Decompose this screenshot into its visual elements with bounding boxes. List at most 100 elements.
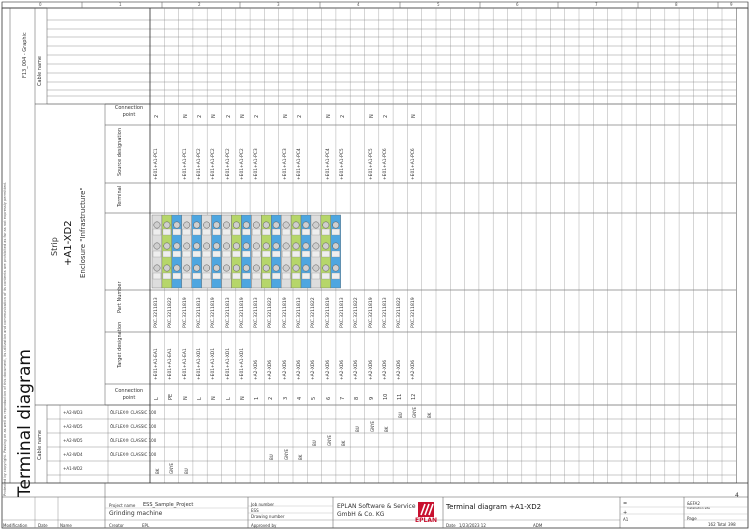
terminal-part-number: PXC.3211822 — [397, 297, 403, 328]
terminal-cp-bottom: 10 — [382, 393, 389, 400]
terminal-cp-bottom: 7 — [339, 396, 346, 400]
terminal-part-number: PXC.3211813 — [339, 297, 345, 328]
cable-core-mark: GNYE — [326, 434, 332, 446]
target-designation-label: Target designation — [117, 321, 123, 368]
cable-name: +A2-WD5 — [63, 438, 83, 443]
terminal-cp-top: 2 — [254, 114, 261, 118]
terminal-part-number: PXC.3211819 — [239, 297, 245, 328]
cable-name-bottom-label: Cable name — [37, 430, 43, 460]
terminal-cp-top: N — [325, 114, 332, 118]
terminal-target: +E01+A1-XD1 — [196, 347, 202, 380]
cable-core-mark: BK — [155, 468, 160, 474]
strip-name: +A1-XD2 — [63, 220, 74, 266]
terminal-cp-top: N — [182, 114, 189, 118]
logo-text: EPLAN — [415, 517, 437, 524]
terminal-cp-bottom: L — [196, 397, 203, 400]
terminal-target: +A2-XD6 — [397, 359, 403, 380]
sheet-title: Terminal diagram +A1-XD2 — [446, 503, 542, 511]
terminal-source: +E01+A1-PC6 — [411, 148, 417, 180]
modification-label: Modification — [3, 523, 28, 528]
ruler-number: 6 — [516, 2, 519, 7]
terminal-cp-bottom: 8 — [354, 396, 361, 400]
job-number: ESS — [251, 508, 259, 513]
approved-label: Approved by — [251, 523, 277, 528]
terminal-source: +E01+A1-PC5 — [339, 148, 345, 180]
terminal-cp-bottom: 4 — [297, 396, 303, 400]
page-title: Terminal diagram — [15, 349, 35, 497]
ruler-number: 8 — [675, 2, 678, 7]
terminal-part-number: PXC.3211822 — [311, 297, 317, 328]
terminal-target: +A2-XD6 — [339, 359, 345, 380]
page-label: Page — [687, 516, 697, 521]
ruler-number: 1 — [119, 2, 122, 7]
terminal-cp-bottom: N — [239, 396, 246, 400]
cable-core-mark: BU — [398, 412, 404, 418]
terminal-part-number: PXC.3211813 — [154, 297, 159, 328]
terminal-part-number: PXC.3211813 — [297, 297, 302, 328]
cable-type: ÖLFLEX® CLASSIC 100 — [110, 452, 157, 457]
job-number-label: Job number — [251, 502, 275, 507]
terminal-source: +E01+A1-PC3 — [282, 148, 288, 180]
terminal-cp-bottom: 5 — [311, 396, 318, 400]
terminal-source: +E01+A1-PC4 — [297, 148, 302, 180]
ruler-number: 5 — [437, 2, 440, 7]
terminal-part-number: PXC.3211819 — [325, 297, 331, 328]
terminal-target: +A2-XD6 — [382, 359, 388, 380]
ruler-number: 9 — [730, 2, 733, 7]
strip-enclosure: Enclosure "Infrastructure" — [79, 187, 87, 278]
cable-name: +A1-WD2 — [63, 466, 83, 471]
terminal-target: +A2-XD6 — [254, 359, 260, 380]
terminal-source: +E01+A1-PC2 — [225, 148, 231, 180]
ruler-number: 7 — [595, 2, 598, 7]
terminal-cp-bottom: 3 — [282, 396, 289, 400]
project-name: ESS_Sample_Project — [143, 502, 194, 508]
cable-core-mark: BK — [426, 412, 432, 418]
ref-equals: = — [623, 501, 628, 507]
terminal-cp-bottom: L — [154, 397, 160, 400]
terminal-label: Terminal — [117, 185, 123, 207]
source-designation-label: Source designation — [117, 128, 123, 176]
creator-label: Creator — [109, 523, 124, 528]
cable-name-top-label: Cable name — [37, 56, 43, 86]
terminal-cp-top: N — [239, 114, 246, 118]
terminal-cp-bottom: 6 — [325, 396, 332, 400]
terminal-part-number: PXC.3211819 — [282, 297, 288, 328]
terminal-part-number: PXC.3211819 — [411, 297, 417, 328]
terminal-part-number: PXC.3211822 — [268, 297, 274, 328]
terminal-cp-bottom: L — [225, 397, 232, 400]
terminal-cp-bottom: 1 — [254, 396, 261, 400]
cable-core-mark: BK — [340, 440, 346, 446]
terminal-target: +A2-XD6 — [325, 359, 331, 380]
terminal-cp-top: 2 — [196, 114, 203, 118]
terminal-cp-top: 2 — [297, 114, 303, 118]
date2-label: Date — [446, 523, 456, 528]
cable-core-mark: GNYE — [412, 406, 418, 418]
ruler-number: 0 — [39, 2, 42, 7]
terminal-cp-top: N — [211, 114, 218, 118]
terminal-cp-bottom: 12 — [411, 393, 418, 400]
company-name: EPLAN Software & Service — [337, 503, 416, 510]
terminal-source: +E01+A1-PC2 — [196, 148, 202, 180]
cable-type: ÖLFLEX® CLASSIC 100 — [110, 438, 157, 443]
eplan-logo: EPLAN — [414, 501, 438, 525]
terminal-part-number: PXC.3211819 — [182, 297, 188, 328]
doc-type: &EFA2 — [687, 501, 700, 506]
terminal-part-number: PXC.3211813 — [382, 297, 388, 328]
cable-core-mark: GNYE — [169, 462, 175, 474]
terminal-part-number: PXC.3211819 — [211, 297, 217, 328]
terminal-part-number: PXC.3211822 — [168, 297, 174, 328]
graphic-header: F13_004 - Graphic — [22, 32, 28, 78]
cable-name: +A2-WD4 — [63, 452, 83, 457]
cable-core-mark: GNYE — [283, 448, 289, 460]
total-label: Total — [717, 522, 727, 527]
terminal-part-number: PXC.3211813 — [254, 297, 260, 328]
cable-core-mark: GNYE — [369, 420, 375, 432]
connection-point-bottom-label: Connection point — [114, 388, 144, 401]
cable-core-mark: BK — [298, 454, 303, 460]
terminal-cp-bottom: N — [182, 396, 189, 400]
terminal-target: +E01+A1-EA1 — [182, 348, 188, 380]
drawing-number-label: Drawing number — [251, 514, 285, 519]
terminal-part-number: PXC.3211819 — [368, 297, 374, 328]
terminal-cp-bottom: N — [211, 396, 218, 400]
